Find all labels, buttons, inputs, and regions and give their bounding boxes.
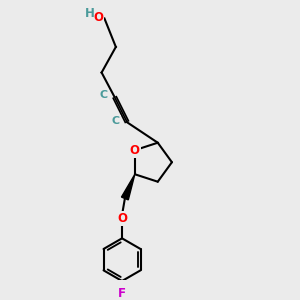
Text: O: O <box>117 212 127 225</box>
Text: O: O <box>93 11 103 23</box>
Text: C: C <box>99 90 107 100</box>
Text: F: F <box>118 287 126 300</box>
Text: C: C <box>112 116 120 126</box>
Text: H: H <box>84 7 94 20</box>
Text: O: O <box>130 144 140 157</box>
Polygon shape <box>122 174 135 200</box>
